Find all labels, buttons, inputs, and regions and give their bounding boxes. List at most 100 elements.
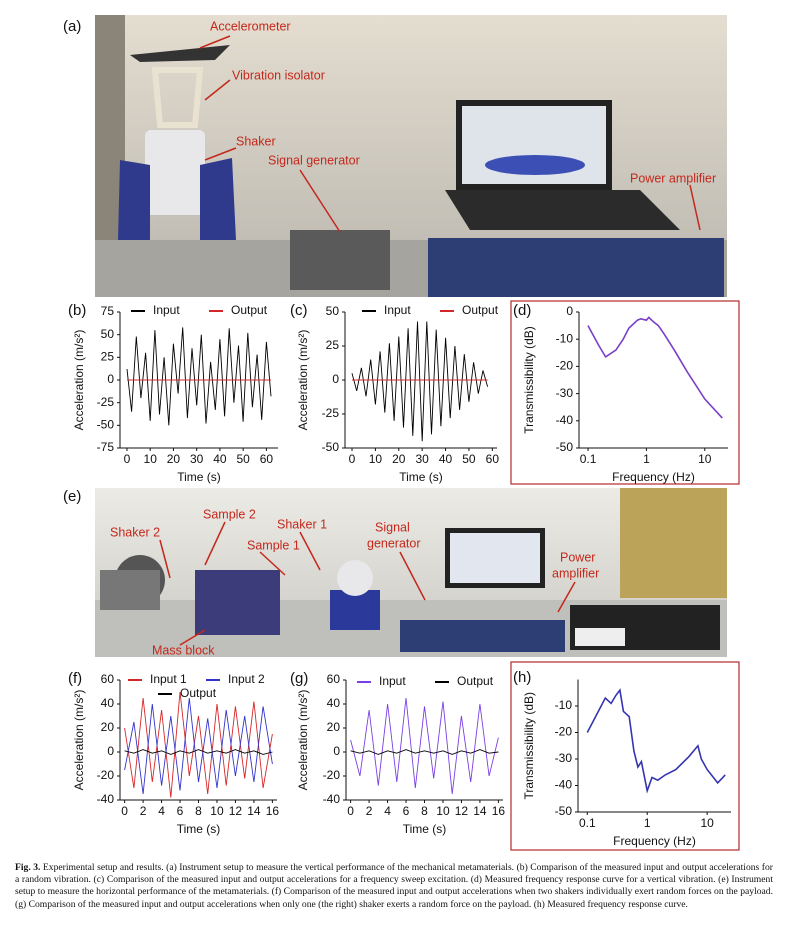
annotation-arrow: [689, 184, 701, 231]
y-tick-label: 20: [327, 720, 341, 734]
x-axis-title: Time (s): [177, 822, 221, 836]
x-tick-label: 60: [260, 452, 274, 466]
y-axis-title: Acceleration (m/s²): [296, 690, 310, 791]
panel-frame: [510, 300, 740, 485]
data-line: [124, 749, 273, 755]
y-tick-label: 60: [101, 672, 115, 686]
annotation-arrow: [259, 551, 286, 576]
y-tick-label: -50: [555, 804, 573, 818]
y-tick-label: -10: [555, 698, 573, 712]
y-tick-label: -40: [555, 778, 573, 792]
annotation-arrow: [557, 581, 576, 613]
x-axis-title: Time (s): [403, 822, 447, 836]
data-line: [126, 327, 272, 426]
annotation-arrow: [204, 147, 237, 161]
photo-annotation: Vibration isolator: [232, 68, 325, 82]
data-line: [351, 321, 489, 442]
photo-a: [95, 15, 727, 297]
legend-label: Input: [379, 674, 406, 688]
x-tick-label: 10: [700, 816, 714, 830]
panel-label: (a): [63, 18, 81, 35]
figure: (a) Accelerometer Vibration isolator Shaker…: [63, 15, 740, 851]
y-tick-label: -20: [323, 768, 341, 782]
y-tick-label: -50: [556, 440, 574, 454]
y-tick-label: -25: [97, 395, 115, 409]
data-line: [350, 749, 499, 755]
data-line: [350, 697, 499, 795]
x-tick-label: 14: [473, 804, 487, 818]
x-tick-label: 30: [415, 452, 429, 466]
x-tick-label: 0.1: [579, 816, 596, 830]
y-tick-label: -25: [322, 406, 340, 420]
y-axis-title: Transmissibility (dB): [522, 326, 536, 434]
y-tick-label: -40: [556, 413, 574, 427]
x-axis-title: Time (s): [177, 470, 221, 484]
x-axis-title: Time (s): [399, 470, 443, 484]
x-tick-label: 16: [266, 804, 280, 818]
x-tick-label: 20: [167, 452, 181, 466]
annotation-arrow: [199, 35, 231, 49]
panel-label: (f): [68, 670, 82, 687]
y-tick-label: 0: [332, 372, 339, 386]
y-tick-label: -30: [555, 751, 573, 765]
x-tick-label: 10: [210, 804, 224, 818]
legend-label: Output: [457, 674, 494, 688]
photo-annotation: Sample 2: [203, 507, 256, 521]
caption-label: Fig. 3.: [15, 862, 41, 873]
caption-text: Experimental setup and results. (a) Inst…: [15, 862, 773, 910]
photo-annotation: Shaker 1: [277, 517, 327, 531]
y-tick-label: 0: [107, 744, 114, 758]
y-tick-label: 0: [107, 372, 114, 386]
data-line: [587, 316, 723, 419]
y-axis-title: Acceleration (m/s²): [72, 330, 86, 431]
x-axis-title: Frequency (Hz): [612, 470, 695, 484]
y-tick-label: -30: [556, 386, 574, 400]
x-tick-label: 10: [698, 452, 712, 466]
x-tick-label: 30: [190, 452, 204, 466]
panel-frame: [510, 661, 740, 851]
x-tick-label: 0: [347, 804, 354, 818]
panel-label: (h): [513, 669, 531, 686]
y-axis-title: Acceleration (m/s²): [72, 690, 86, 791]
photo-annotation: Power: [560, 550, 595, 564]
x-tick-label: 8: [195, 804, 202, 818]
photo-annotation: Power amplifier: [630, 171, 716, 185]
x-tick-label: 10: [369, 452, 383, 466]
annotation-arrow: [204, 521, 226, 566]
y-tick-label: 25: [101, 350, 115, 364]
x-tick-label: 6: [403, 804, 410, 818]
x-tick-label: 40: [439, 452, 453, 466]
y-tick-label: 25: [326, 338, 340, 352]
x-tick-label: 8: [421, 804, 428, 818]
x-tick-label: 20: [392, 452, 406, 466]
x-tick-label: 60: [486, 452, 500, 466]
legend-label: Input 1: [150, 672, 187, 686]
y-tick-label: -50: [97, 418, 115, 432]
x-tick-label: 0: [124, 452, 131, 466]
photo-annotation: amplifier: [552, 566, 599, 580]
annotation-arrow: [299, 531, 321, 571]
x-tick-label: 16: [492, 804, 506, 818]
annotation-arrow: [399, 551, 426, 601]
y-tick-label: 40: [101, 696, 115, 710]
annotation-arrow: [204, 79, 231, 101]
x-tick-label: 1: [643, 452, 650, 466]
panel-label: (g): [290, 670, 308, 687]
x-tick-label: 12: [455, 804, 469, 818]
x-tick-label: 6: [177, 804, 184, 818]
y-tick-label: 50: [101, 327, 115, 341]
y-tick-label: -20: [97, 768, 115, 782]
y-tick-label: -20: [556, 359, 574, 373]
legend-label: Input 2: [228, 672, 265, 686]
x-tick-label: 50: [462, 452, 476, 466]
legend-label: Output: [231, 303, 268, 317]
photo-annotation: generator: [367, 536, 421, 550]
panel-label: (d): [513, 302, 531, 319]
y-tick-label: -75: [97, 440, 115, 454]
panel-label: (e): [63, 488, 81, 505]
x-tick-label: 0: [121, 804, 128, 818]
x-tick-label: 40: [213, 452, 227, 466]
x-axis-title: Frequency (Hz): [613, 834, 696, 848]
x-tick-label: 4: [384, 804, 391, 818]
caption: Fig. 3. Experimental setup and results. …: [15, 862, 773, 911]
